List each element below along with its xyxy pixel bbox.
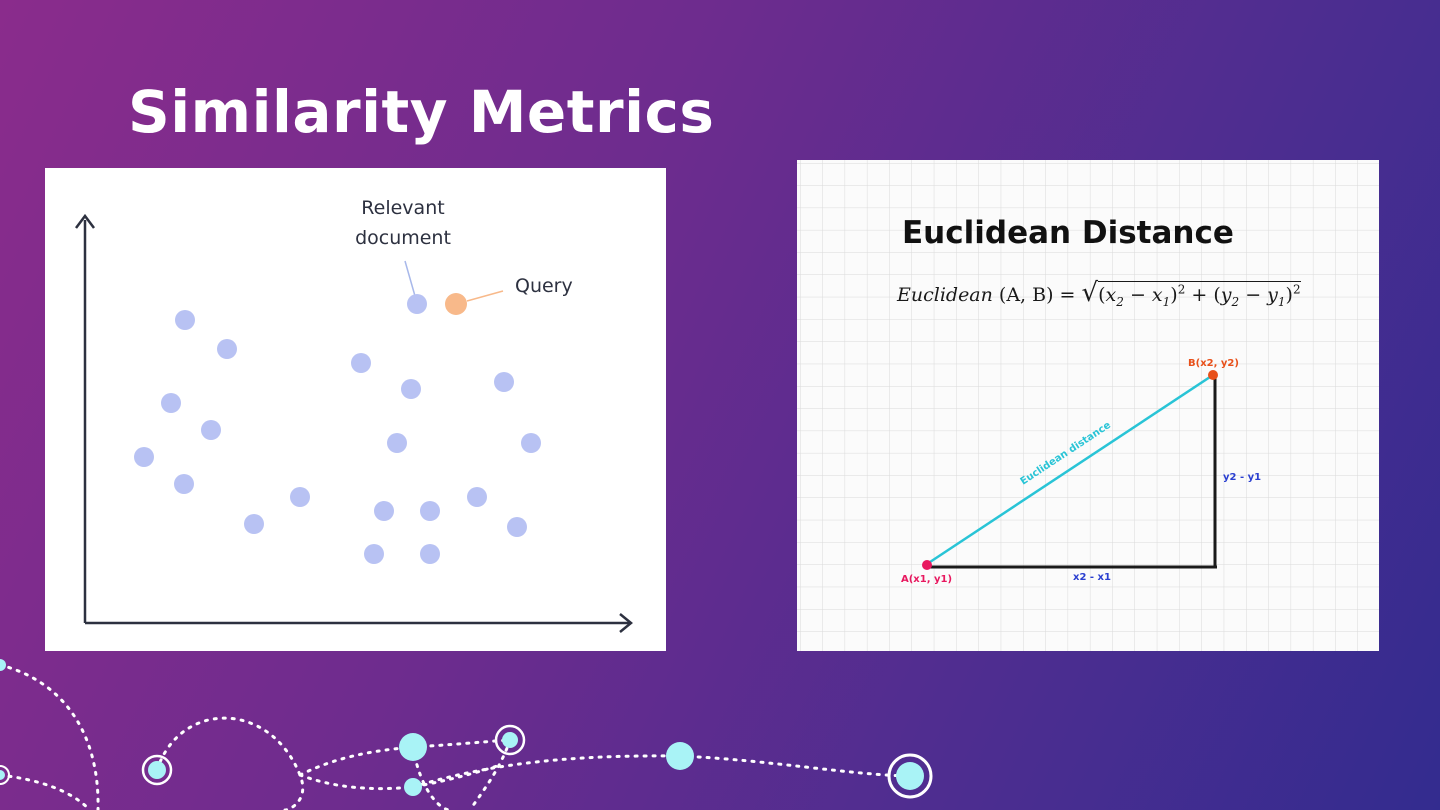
document-point bbox=[174, 474, 194, 494]
graph-paper-grid bbox=[797, 160, 1379, 651]
hypotenuse-line bbox=[926, 373, 1214, 566]
point-b-label: B(x2, y2) bbox=[1188, 358, 1239, 369]
euclidean-svg: Euclidean Distance A(x1, y1) B(x2, y2) E… bbox=[797, 160, 1379, 651]
document-point bbox=[374, 501, 394, 521]
formula-y1-sub: 1 bbox=[1277, 294, 1286, 309]
dotted-path bbox=[0, 773, 92, 810]
document-point bbox=[467, 487, 487, 507]
document-point bbox=[134, 447, 154, 467]
network-node bbox=[148, 761, 166, 779]
document-point bbox=[244, 514, 264, 534]
document-points bbox=[134, 310, 541, 564]
relevant-label-line2: document bbox=[355, 227, 451, 249]
formula-exp-2: 2 bbox=[1292, 282, 1301, 297]
vertical-leg-label: y2 - y1 bbox=[1223, 472, 1261, 483]
document-point bbox=[175, 310, 195, 330]
network-node bbox=[0, 659, 6, 671]
network-node bbox=[666, 742, 694, 770]
network-node-ring bbox=[494, 724, 526, 756]
query-label: Query bbox=[515, 275, 573, 297]
horizontal-leg-label: x2 - x1 bbox=[1073, 572, 1111, 583]
network-node bbox=[896, 762, 924, 790]
document-point bbox=[494, 372, 514, 392]
document-point bbox=[521, 433, 541, 453]
formula-exp-1: 2 bbox=[1177, 282, 1186, 297]
formula-radical: √ bbox=[1081, 278, 1099, 308]
formula-x1: x bbox=[1151, 284, 1163, 306]
document-point bbox=[507, 517, 527, 537]
y-axis-arrow bbox=[75, 213, 95, 229]
dotted-path bbox=[411, 754, 912, 789]
query-pointer-line bbox=[466, 290, 504, 302]
network-node-ring bbox=[0, 765, 10, 785]
formula-x2-sub: 2 bbox=[1116, 294, 1124, 309]
network-node bbox=[404, 778, 422, 796]
euclidean-formula: Euclidean (A, B) = √(x2 − x1)2 + (y2 − y… bbox=[897, 278, 1301, 309]
document-point bbox=[351, 353, 371, 373]
euclidean-distance-figure: Euclidean Distance A(x1, y1) B(x2, y2) E… bbox=[797, 160, 1379, 651]
formula-y2: y bbox=[1220, 284, 1232, 306]
vector-space-figure: Relevant document Query bbox=[45, 168, 666, 651]
x-axis-arrow bbox=[619, 613, 633, 633]
formula-x2: x bbox=[1105, 284, 1117, 306]
relevant-document-point bbox=[407, 294, 427, 314]
document-point bbox=[217, 339, 237, 359]
network-node-ring bbox=[141, 754, 173, 786]
dotted-path bbox=[155, 716, 305, 810]
formula-minus-1: − bbox=[1129, 284, 1146, 306]
network-nodes bbox=[0, 659, 933, 799]
document-point bbox=[364, 544, 384, 564]
network-node-ring bbox=[887, 753, 933, 799]
dotted-paths bbox=[0, 663, 912, 810]
network-node bbox=[502, 732, 518, 748]
document-point bbox=[401, 379, 421, 399]
document-point bbox=[161, 393, 181, 413]
formula-plus: + bbox=[1191, 284, 1208, 306]
axes bbox=[75, 213, 633, 633]
point-b bbox=[1208, 370, 1218, 380]
point-a bbox=[922, 560, 932, 570]
figure-title: Euclidean Distance bbox=[902, 215, 1234, 251]
formula-lhs: Euclidean bbox=[897, 284, 993, 306]
network-node bbox=[0, 770, 5, 780]
query-point bbox=[445, 293, 467, 315]
formula-radicand: (x2 − x1)2 + (y2 − y1)2 bbox=[1098, 281, 1301, 309]
slide-title: Similarity Metrics bbox=[128, 78, 715, 146]
point-a-label: A(x1, y1) bbox=[901, 574, 952, 585]
formula-y1: y bbox=[1267, 284, 1278, 306]
dotted-path bbox=[0, 663, 100, 810]
document-point bbox=[290, 487, 310, 507]
document-point bbox=[420, 544, 440, 564]
formula-x1-sub: 1 bbox=[1162, 294, 1171, 309]
document-point bbox=[387, 433, 407, 453]
formula-minus-2: − bbox=[1245, 284, 1262, 306]
vector-space-svg: Relevant document Query bbox=[75, 197, 633, 633]
formula-args: (A, B) = bbox=[998, 284, 1076, 306]
dotted-path bbox=[298, 763, 502, 791]
relevant-pointer-line bbox=[404, 260, 416, 297]
formula-y2-sub: 2 bbox=[1231, 294, 1240, 309]
dotted-path bbox=[468, 738, 512, 810]
relevant-label-line1: Relevant bbox=[361, 197, 444, 219]
network-node bbox=[399, 733, 427, 761]
document-point bbox=[201, 420, 221, 440]
decorative-network bbox=[0, 659, 933, 810]
document-point bbox=[420, 501, 440, 521]
